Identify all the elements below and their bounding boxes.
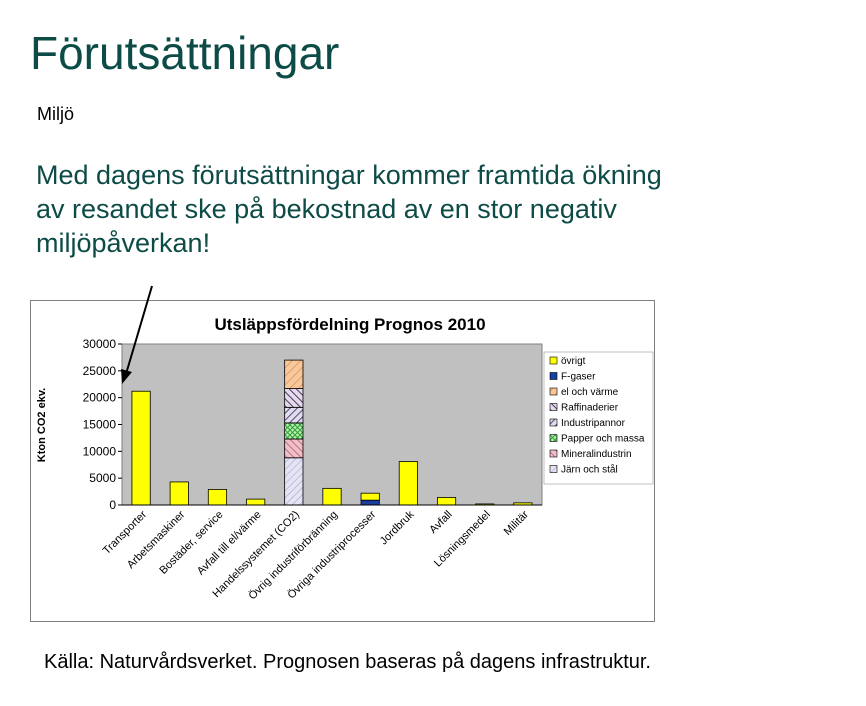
bar-7-7 — [398, 461, 418, 506]
y-tick-label: 0 — [109, 498, 116, 512]
legend-label: F-gaser — [561, 372, 596, 383]
y-axis-ticks: 0 5000 10000 15000 20000 25000 30000 — [83, 337, 122, 512]
legend: övrigt F-gaser el och värme Raffinaderier In… — [549, 356, 645, 476]
legend-swatch — [549, 403, 558, 411]
bar-4-4 — [284, 388, 304, 408]
plot-area — [121, 343, 543, 506]
arrow-icon — [121, 285, 153, 384]
y-axis-label: Kton CO2 ekv. — [36, 388, 48, 462]
legend-label: Industripannor — [561, 418, 626, 429]
bar-5-7 — [322, 487, 342, 506]
legend-swatch — [549, 434, 558, 442]
legend-label: Järn och stål — [561, 464, 618, 476]
bar-4-1 — [284, 438, 304, 459]
legend-swatch — [549, 356, 558, 365]
y-tick-label: 25000 — [83, 364, 117, 378]
chart-title: Utsläppsfördelning Prognos 2010 — [214, 315, 485, 334]
legend-swatch — [549, 418, 558, 427]
bar-8-7 — [436, 497, 457, 506]
bar-3-7 — [246, 498, 266, 506]
bar-1-7 — [169, 481, 189, 506]
y-tick-label: 5000 — [89, 471, 116, 485]
emissions-chart: Utsläppsfördelning Prognos 2010 Kton CO2… — [30, 300, 655, 622]
legend-label: Papper och massa — [561, 434, 645, 445]
legend-swatch — [549, 449, 558, 458]
legend-swatch — [549, 387, 558, 396]
bar-4-2 — [284, 422, 304, 440]
bar-6-6 — [360, 499, 380, 506]
source-note: Källa: Naturvårdsverket. Prognosen baser… — [44, 651, 651, 673]
bar-4-0 — [284, 457, 304, 506]
y-tick-label: 20000 — [83, 391, 117, 405]
legend-label: Raffinaderier — [561, 403, 619, 414]
y-tick-label: 10000 — [83, 444, 117, 458]
bar-4-3 — [284, 406, 304, 424]
legend-box — [543, 351, 654, 485]
y-tick-label: 15000 — [83, 418, 117, 432]
slide-statement: Med dagens förutsättningar kommer framti… — [36, 160, 662, 258]
bars — [122, 359, 542, 506]
bar-6-7 — [360, 492, 380, 501]
legend-swatch — [549, 465, 558, 473]
legend-swatch — [549, 372, 558, 380]
bar-0-7 — [131, 390, 151, 506]
bar-4-5 — [284, 359, 304, 389]
legend-label: Mineralindustrin — [561, 449, 632, 460]
y-tick-label: 30000 — [83, 337, 117, 351]
slide-title: Förutsättningar — [30, 27, 340, 79]
legend-label: övrigt — [561, 356, 586, 367]
legend-label: el och värme — [561, 387, 619, 398]
bar-2-7 — [207, 489, 228, 506]
slide-subtitle: Miljö — [37, 104, 75, 124]
